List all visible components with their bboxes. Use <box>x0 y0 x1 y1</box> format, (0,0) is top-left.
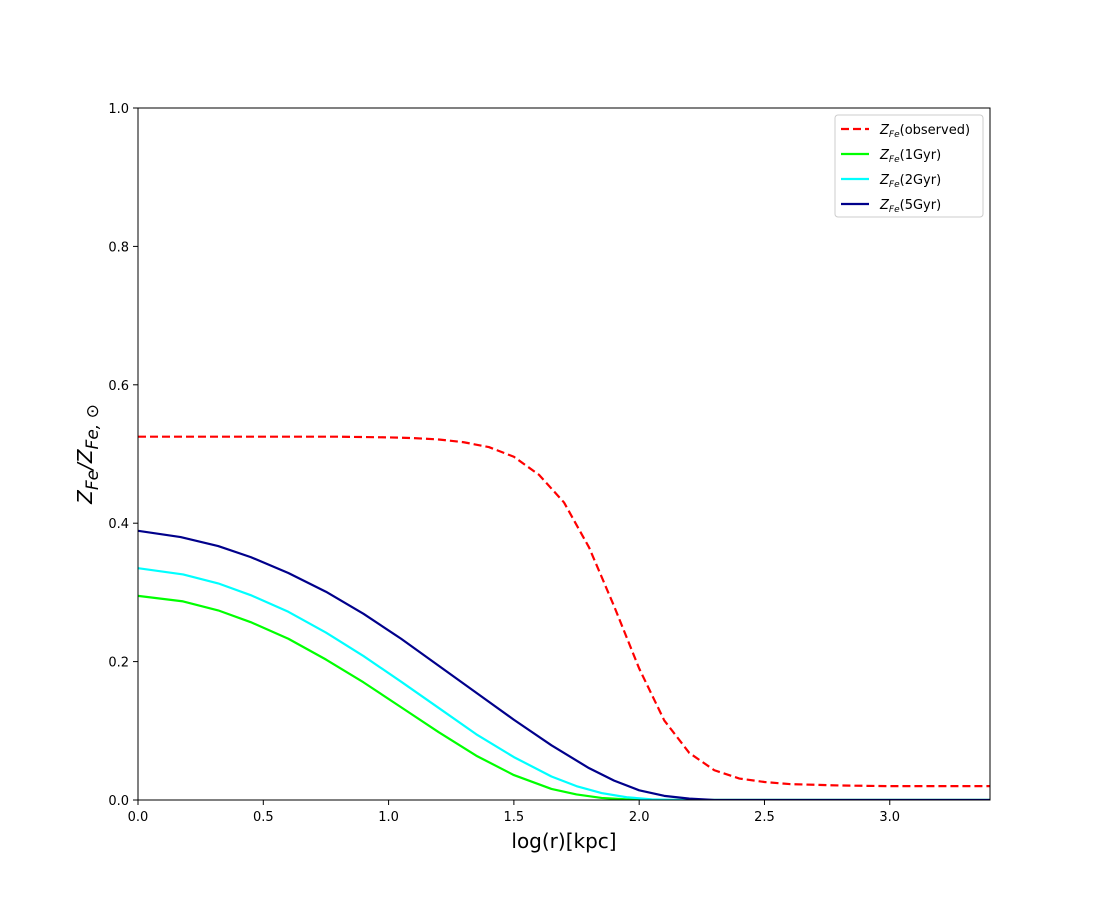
ticks-layer: 0.0 0.5 1.0 1.5 2.0 2.5 3.0 0.0 0.2 0.4 0.6 0.8 1.0 <box>108 102 900 825</box>
plot-frame <box>137 107 991 801</box>
y-tick-label: 0.2 <box>108 656 129 671</box>
y-tick-label: 0.4 <box>108 517 129 532</box>
x-axis-label: log(r)[kpc] <box>511 829 616 853</box>
legend-label: ZFe(2Gyr) <box>879 173 941 190</box>
legend-box <box>834 114 984 218</box>
x-tick-label: 2.5 <box>754 810 775 825</box>
x-tick-label: 3.0 <box>879 810 900 825</box>
series-layer <box>138 435 990 800</box>
y-tick-label: 1.0 <box>108 102 129 117</box>
x-tick-label: 0.0 <box>128 810 149 825</box>
y-tick-label: 0.8 <box>108 240 129 255</box>
legend: ZFe(observed) ZFe(1Gyr) ZFe(2Gyr) ZFe(5Gyr) <box>834 114 984 218</box>
series-line-observed <box>138 435 990 788</box>
x-tick-label: 0.5 <box>253 810 274 825</box>
x-tick-label: 1.5 <box>504 810 525 825</box>
y-tick-label: 0.6 <box>108 379 129 394</box>
x-tick-label: 2.0 <box>629 810 650 825</box>
series-line-5gyr <box>138 529 990 800</box>
legend-label: ZFe(5Gyr) <box>879 198 941 215</box>
legend-label: ZFe(observed) <box>879 123 970 140</box>
series-line-2gyr <box>138 567 990 800</box>
series-line-1gyr <box>138 594 990 800</box>
y-tick-label: 0.0 <box>108 794 129 809</box>
legend-label: ZFe(1Gyr) <box>879 148 941 165</box>
x-tick-label: 1.0 <box>378 810 399 825</box>
y-axis-label: ZFe/ZFe, ⊙ <box>73 404 103 505</box>
